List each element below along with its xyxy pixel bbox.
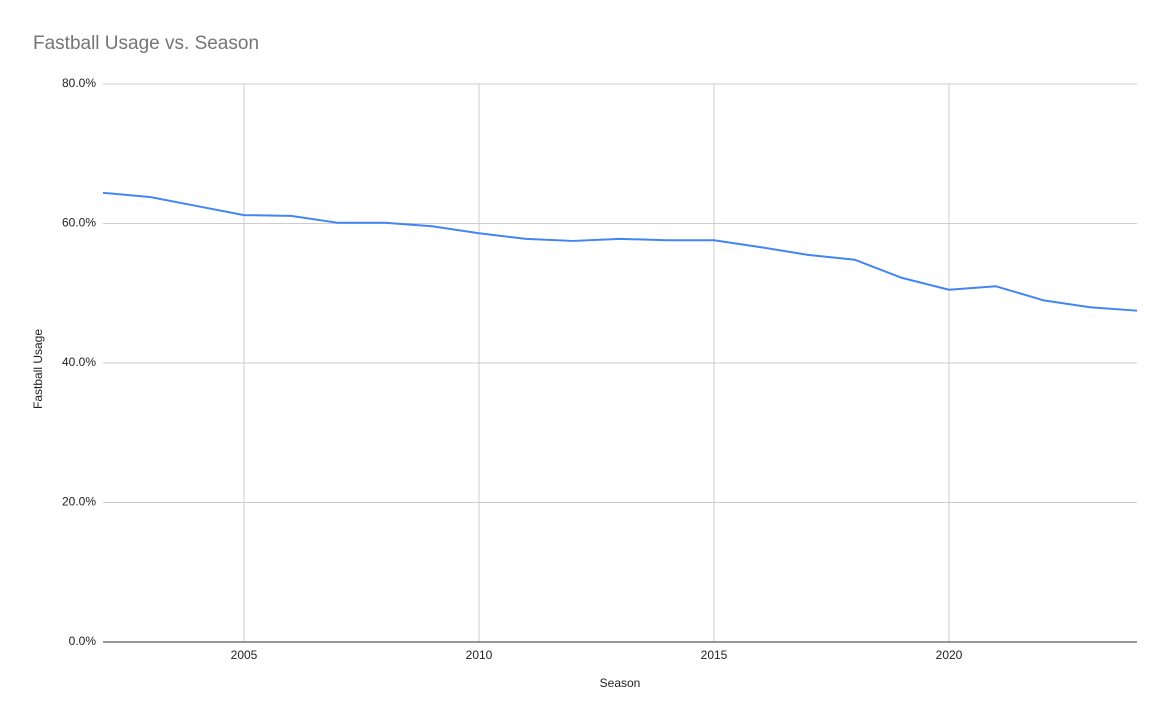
plot	[102, 191, 1138, 312]
y-tick-label: 60.0%	[62, 216, 96, 230]
line	[102, 191, 1138, 312]
grid	[103, 83, 1137, 643]
x-tick-label: 2005	[231, 648, 258, 662]
y-tick-label: 0.0%	[69, 634, 97, 648]
y-axis-label: Fastball Usage	[31, 329, 45, 409]
y-tick-label: 40.0%	[62, 355, 96, 369]
x-tick-label: 2015	[701, 648, 728, 662]
x-tick-label: 2020	[936, 648, 963, 662]
y-tick-label: 80.0%	[62, 76, 96, 90]
x-axis-label: Season	[600, 676, 641, 690]
chart-title: Fastball Usage vs. Season	[33, 33, 259, 54]
x-tick-label: 2010	[466, 648, 493, 662]
y-tick-label: 20.0%	[62, 495, 96, 509]
